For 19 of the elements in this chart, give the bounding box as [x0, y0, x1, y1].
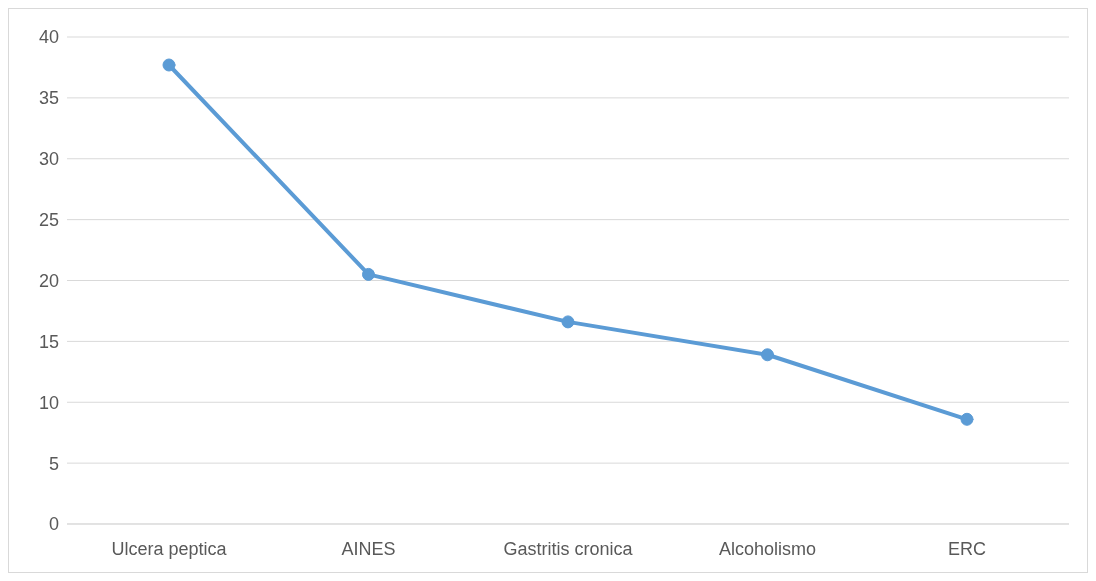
point: [561, 315, 575, 329]
x-tick-label: Alcoholismo: [718, 538, 817, 559]
point: [362, 267, 375, 281]
point: [960, 412, 974, 426]
y-tick-label: 25: [38, 210, 59, 231]
x-tick-label: ERC: [947, 538, 987, 559]
point: [761, 348, 774, 362]
point: [162, 58, 176, 72]
y-tick-label: 15: [38, 331, 59, 352]
y-tick-label: 30: [38, 149, 59, 170]
y-tick-label: 20: [38, 270, 59, 291]
y-tick-label: 0: [48, 514, 59, 535]
x-tick-label: AINES: [341, 538, 396, 559]
x-tick-label: Ulcera peptica: [111, 538, 228, 559]
y-tick-label: 40: [38, 27, 59, 48]
y-tick-label: 35: [38, 88, 59, 109]
y-tick-label: 10: [38, 392, 59, 413]
y-tick-label: 5: [48, 453, 59, 474]
x-tick-label: Gastritis cronica: [503, 538, 634, 559]
